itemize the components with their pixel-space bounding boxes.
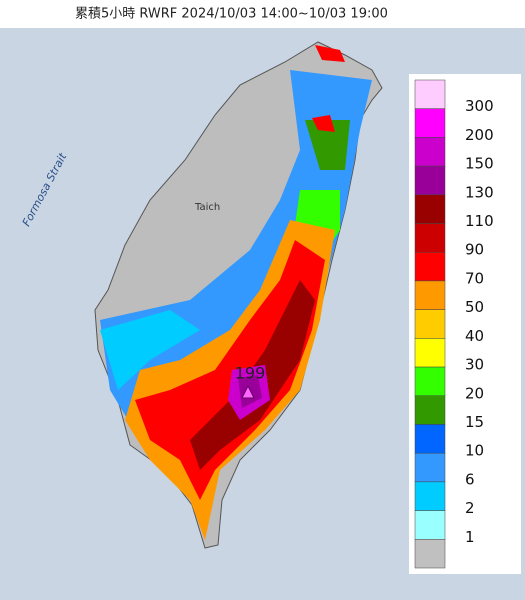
legend-swatch [414, 481, 446, 511]
legend-label: 2 [465, 499, 475, 517]
legend-label: 20 [465, 384, 484, 402]
legend-label: 40 [465, 327, 484, 345]
legend-label: 300 [465, 97, 494, 115]
peak-label: 199 [235, 364, 266, 383]
title-bar [0, 0, 525, 28]
legend-label: 150 [465, 155, 494, 173]
legend-swatch [414, 194, 446, 224]
legend-swatch [414, 223, 446, 253]
legend-label: 10 [465, 442, 484, 460]
legend-swatch [414, 338, 446, 368]
legend-swatch [414, 251, 446, 282]
legend-swatch [414, 424, 446, 454]
legend-swatch [414, 395, 446, 425]
legend-label: 1 [465, 528, 475, 546]
rain-cyan [100, 310, 200, 390]
legend-swatch [414, 108, 446, 138]
legend-swatch [414, 539, 446, 569]
legend-swatch [414, 452, 446, 483]
title: 累積5小時 RWRF 2024/10/03 14:00~10/03 19:00 [75, 7, 388, 22]
legend-label: 30 [465, 356, 484, 374]
legend-swatch [414, 137, 446, 167]
city-label: Taich [194, 202, 220, 213]
legend-swatch [414, 165, 446, 196]
legend-label: 6 [465, 470, 475, 488]
legend-label: 130 [465, 183, 494, 201]
legend-label: 50 [465, 298, 484, 316]
rain-red [135, 240, 325, 500]
legend: 300 200 150 130 110 90 70 50 40 30 20 15 10 6 2 1 [409, 74, 521, 574]
legend-label: 90 [465, 241, 484, 259]
legend-swatch [414, 510, 446, 540]
rain-ne-red [312, 115, 335, 132]
legend-label: 70 [465, 269, 484, 287]
rain-darkgreen [305, 120, 350, 170]
rain-north-red [315, 45, 345, 62]
peak-marker [241, 384, 255, 399]
legend-swatch [414, 280, 446, 310]
legend-label: 110 [465, 212, 494, 230]
legend-swatch [414, 309, 446, 339]
legend-swatch [414, 366, 446, 397]
legend-label: 200 [465, 126, 494, 144]
legend-label: 15 [465, 413, 484, 431]
legend-swatch [414, 79, 446, 109]
